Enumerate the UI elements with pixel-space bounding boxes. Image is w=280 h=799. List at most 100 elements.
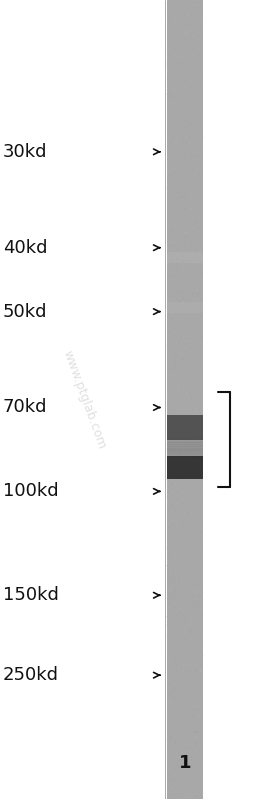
Point <box>185 292 190 304</box>
Point <box>166 2 171 15</box>
Point <box>178 130 182 143</box>
Point <box>187 320 191 332</box>
Point <box>192 510 196 523</box>
Point <box>188 691 192 704</box>
Point <box>185 317 190 330</box>
Point <box>183 0 188 10</box>
Point <box>188 360 193 372</box>
Point <box>171 634 175 646</box>
Point <box>195 507 200 519</box>
Point <box>185 381 189 394</box>
Point <box>171 316 176 329</box>
Point <box>195 787 199 799</box>
Point <box>171 398 176 411</box>
Point <box>165 725 170 737</box>
Point <box>174 704 178 717</box>
Point <box>174 758 179 771</box>
Point <box>200 662 205 675</box>
Point <box>169 451 173 464</box>
Point <box>191 13 195 26</box>
Point <box>165 698 169 711</box>
Point <box>193 733 198 746</box>
Point <box>192 185 197 197</box>
Point <box>184 382 189 395</box>
Point <box>171 34 175 46</box>
Point <box>168 515 172 527</box>
Point <box>176 213 180 226</box>
Point <box>170 331 174 344</box>
Point <box>193 137 198 149</box>
Point <box>183 57 188 70</box>
Point <box>165 388 170 401</box>
Point <box>196 384 200 396</box>
Point <box>179 3 183 16</box>
Point <box>180 653 185 666</box>
Point <box>165 227 170 240</box>
Point <box>174 175 178 188</box>
Point <box>171 225 175 237</box>
Point <box>197 60 201 73</box>
Point <box>183 628 188 641</box>
Point <box>186 360 191 373</box>
Bar <box>167 447 203 454</box>
Point <box>193 201 197 214</box>
Point <box>200 482 204 495</box>
Point <box>165 159 170 172</box>
Point <box>193 709 198 721</box>
Point <box>169 87 173 100</box>
Point <box>179 151 183 164</box>
Point <box>199 122 203 135</box>
Point <box>192 150 196 163</box>
Point <box>184 451 188 463</box>
Point <box>183 44 188 57</box>
Point <box>189 347 193 360</box>
Point <box>179 491 183 504</box>
Point <box>181 92 186 105</box>
Point <box>166 153 170 165</box>
Point <box>177 201 181 214</box>
Point <box>174 344 179 357</box>
Point <box>179 729 184 741</box>
Point <box>192 1 197 14</box>
Point <box>172 147 176 160</box>
Point <box>190 222 194 235</box>
Point <box>187 65 191 78</box>
Point <box>166 276 170 288</box>
Point <box>175 173 180 186</box>
Point <box>198 145 202 158</box>
Point <box>185 9 190 22</box>
Point <box>173 133 178 145</box>
Point <box>194 690 199 702</box>
Point <box>174 602 179 615</box>
Point <box>185 751 189 764</box>
Point <box>167 623 172 636</box>
Point <box>195 192 199 205</box>
Point <box>173 262 178 275</box>
Point <box>165 244 169 257</box>
Point <box>185 168 189 181</box>
Point <box>190 694 194 707</box>
Point <box>193 345 198 358</box>
Point <box>198 233 203 246</box>
Point <box>195 510 199 523</box>
Point <box>188 654 192 667</box>
Point <box>165 714 170 727</box>
Point <box>168 363 172 376</box>
Point <box>179 471 183 484</box>
Point <box>176 663 181 676</box>
Point <box>170 340 174 352</box>
Point <box>171 58 175 70</box>
Point <box>191 743 196 756</box>
Point <box>172 31 176 44</box>
Point <box>191 430 195 443</box>
Point <box>198 528 202 541</box>
Point <box>185 602 190 614</box>
Point <box>181 702 186 714</box>
Point <box>197 268 201 281</box>
Point <box>181 65 186 78</box>
Point <box>196 51 201 64</box>
Point <box>182 523 187 535</box>
Point <box>169 32 173 45</box>
Point <box>199 712 203 725</box>
Point <box>199 749 203 761</box>
